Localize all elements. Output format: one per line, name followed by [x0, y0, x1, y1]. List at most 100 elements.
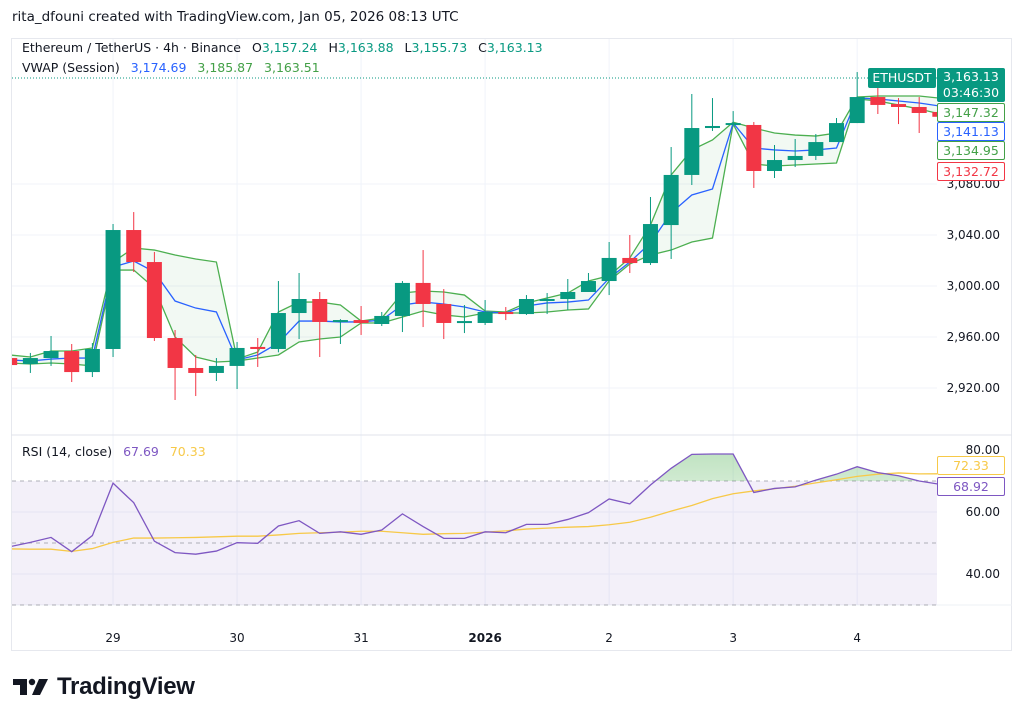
- rsi-legend[interactable]: RSI (14, close) 67.69 70.33: [22, 444, 206, 459]
- candle: [105, 224, 121, 358]
- candle-body: [436, 303, 452, 323]
- rsi-pane: [12, 453, 937, 606]
- rsi-overbought-fill: [12, 454, 937, 481]
- candle: [766, 144, 782, 179]
- grid-lines: [12, 39, 937, 605]
- candle-body: [518, 299, 534, 315]
- candle-body: [374, 315, 390, 324]
- candle: [518, 295, 534, 315]
- vwap-label[interactable]: VWAP (Session): [22, 60, 120, 75]
- candle-body: [64, 351, 80, 373]
- candle: [477, 300, 493, 326]
- candle-body: [704, 125, 720, 129]
- candle-body: [394, 282, 410, 316]
- candle-body: [270, 313, 286, 349]
- candle: [250, 338, 266, 367]
- candle-body: [601, 257, 617, 282]
- candle-body: [642, 224, 658, 264]
- price-pane: [12, 72, 937, 400]
- last-price-tag: 3,163.13 03:46:30: [937, 68, 1005, 102]
- candle-body: [725, 123, 741, 126]
- symbol-description[interactable]: Ethereum / TetherUS · 4h · Binance: [22, 40, 241, 55]
- time-axis-label: 2026: [468, 631, 501, 645]
- rsi-label[interactable]: RSI (14, close): [22, 444, 113, 459]
- open-label: O: [251, 40, 262, 55]
- candle: [704, 98, 720, 131]
- candle-body: [146, 262, 162, 339]
- rsi-line: [12, 453, 937, 555]
- candle-body: [539, 299, 555, 302]
- candle-body: [622, 257, 638, 264]
- candle: [746, 122, 762, 188]
- candle-body: [250, 346, 266, 349]
- candle-body: [891, 104, 907, 107]
- candle: [580, 272, 596, 292]
- close-label: C: [478, 40, 487, 55]
- candle: [332, 319, 348, 345]
- candle: [642, 197, 658, 265]
- candle-body: [932, 111, 937, 117]
- vwap-upper-tag: 3,147.32: [937, 103, 1005, 122]
- time-axis-label: 31: [353, 631, 368, 645]
- candle: [849, 72, 865, 124]
- open-value: 3,157.24: [261, 40, 318, 55]
- tradingview-logo-icon: [13, 678, 48, 695]
- vwap-line: [12, 97, 937, 362]
- candle: [498, 307, 514, 321]
- rsi-axis-label: 40.00: [966, 567, 1000, 581]
- bar-countdown: 03:46:30: [942, 85, 1000, 100]
- rsi-value: 67.69: [123, 444, 159, 459]
- candle: [126, 212, 142, 272]
- candle: [353, 306, 369, 335]
- symbol-price-tag: ETHUSDT: [868, 68, 936, 88]
- candle: [456, 304, 472, 334]
- last-close-tag: 3,132.72: [937, 162, 1005, 181]
- candle-body: [353, 320, 369, 323]
- close-value: 3,163.13: [486, 40, 543, 55]
- candle: [829, 117, 844, 143]
- candle: [622, 235, 638, 273]
- time-axis-label: 4: [853, 631, 861, 645]
- symbol-legend[interactable]: Ethereum / TetherUS · 4h · Binance O3,15…: [22, 40, 543, 55]
- time-axis-label: 30: [229, 631, 244, 645]
- vwap-upper-band-line: [12, 95, 937, 360]
- candle: [146, 251, 162, 341]
- candle: [12, 358, 18, 366]
- candle: [229, 341, 245, 390]
- candle: [208, 358, 224, 381]
- candle-body: [849, 97, 865, 124]
- candle: [312, 291, 328, 358]
- candle: [560, 278, 576, 310]
- candle-body: [870, 97, 886, 105]
- candle-body: [580, 281, 596, 292]
- candle-body: [746, 124, 762, 171]
- rsi-axis-label: 60.00: [966, 505, 1000, 519]
- candle-body: [22, 358, 38, 365]
- low-value: 3,155.73: [411, 40, 468, 55]
- candle-body: [415, 282, 431, 304]
- rsi-ma-value: 70.33: [169, 444, 206, 459]
- candle: [64, 344, 80, 383]
- candle: [725, 111, 741, 126]
- chart-attribution: rita_dfouni created with TradingView.com…: [12, 9, 459, 25]
- candle: [663, 147, 679, 259]
- candle-body: [787, 155, 803, 161]
- candle-body: [312, 299, 328, 322]
- vwap-value: 3,174.69: [130, 60, 187, 75]
- candle: [787, 138, 803, 168]
- time-axis-label: 2: [605, 631, 613, 645]
- price-axis-label: 2,960.00: [947, 330, 1000, 344]
- candle: [436, 289, 452, 340]
- candle: [188, 354, 204, 397]
- tradingview-logo[interactable]: TradingView: [13, 673, 195, 701]
- vwap-lower-band-line: [12, 98, 937, 367]
- vwap-band-fill: [12, 96, 937, 366]
- chart-frame: [11, 38, 1012, 651]
- vwap-legend[interactable]: VWAP (Session) 3,174.69 3,185.87 3,163.5…: [22, 60, 320, 75]
- low-label: L: [404, 40, 412, 55]
- candle-body: [188, 367, 204, 373]
- high-value: 3,163.88: [337, 40, 394, 55]
- vwap-upper-value: 3,185.87: [197, 60, 254, 75]
- candle-body: [808, 142, 824, 156]
